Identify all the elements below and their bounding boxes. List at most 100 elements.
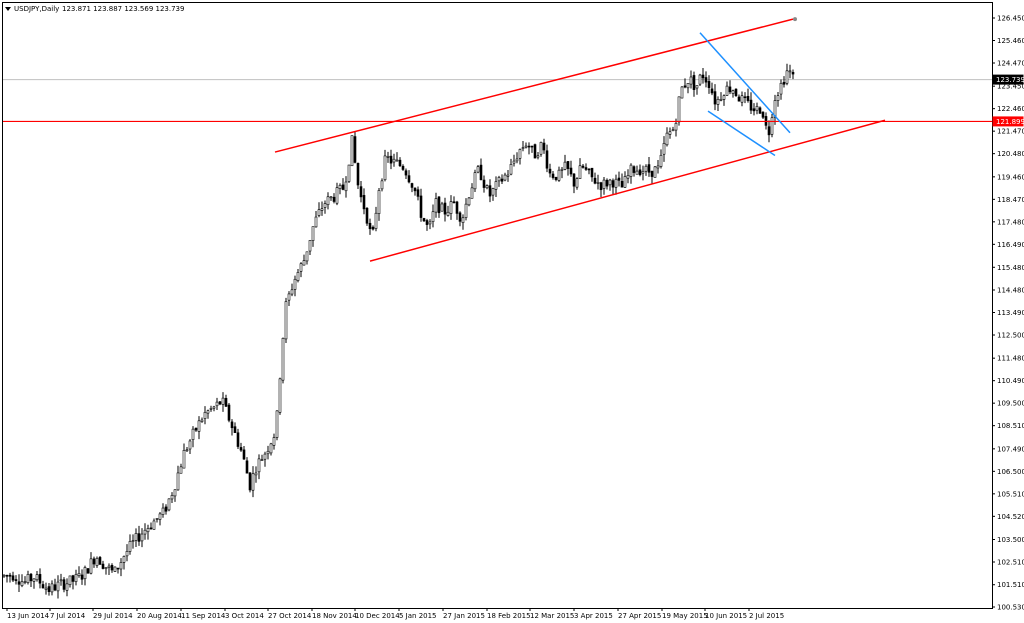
candle-body [614,178,618,188]
price-tick-label: 106.500 [997,468,1024,476]
candle-body [209,408,213,410]
candle-body [305,251,309,262]
candle-body [647,164,651,173]
candle-body [515,158,519,162]
candle-body [182,450,186,469]
candle-body [149,527,153,530]
candle-body [380,180,384,190]
candle-body [437,196,441,214]
symbol-dropdown-icon[interactable] [5,7,11,11]
candle-body [116,567,120,570]
candle-body [494,181,498,190]
candle-body [674,122,678,131]
price-tick-label: 124.470 [997,59,1024,67]
candle-body [464,203,468,218]
candle-body [734,88,738,96]
candle-body [578,165,582,179]
candle-body [287,293,291,301]
trendlines [3,17,992,262]
candle-body [512,160,516,164]
candle-body [500,178,504,182]
candle-body [257,458,261,473]
candle-body [20,581,24,586]
candle-body [725,85,729,96]
candle-body [179,466,183,474]
candle-body [68,575,72,585]
candle-body [632,166,636,173]
candle-body [386,156,390,158]
candle-body [524,145,528,148]
candle-body [536,155,540,158]
candle-body [428,221,432,225]
candle-body [569,167,573,175]
time-tick-label: 2 Jul 2015 [749,612,784,620]
price-tick-label: 122.460 [997,105,1024,113]
candle-body [383,155,387,181]
price-tick-label: 123.450 [997,83,1024,91]
candle-body [239,447,243,451]
price-tick-label: 112.500 [997,331,1024,339]
candle-body [38,574,42,584]
candle-body [275,410,279,438]
price-tick-label: 110.490 [997,377,1024,385]
candle-body [290,289,294,295]
candle-body [773,100,777,118]
candle-body [467,197,471,206]
candle-body [95,558,99,566]
time-tick-label: 27 Apr 2015 [618,612,661,620]
candle-body [443,202,447,215]
candle-body [371,226,375,230]
candle-body [410,183,414,188]
candle-body [506,174,510,177]
candle-body [398,159,402,167]
price-tick-label: 113.490 [997,309,1024,317]
candle-body [488,185,492,197]
price-tick-label: 102.510 [997,559,1024,567]
candle-body [50,583,54,593]
candle-body [56,581,60,592]
candle-body [788,70,792,73]
price-tick-label: 115.480 [997,264,1024,272]
candle-body [194,427,198,431]
candle-body [254,472,258,476]
time-axis: 13 Jun 2014 7 Jul 2014 29 Jul 2014 20 Aug 2… [6,608,784,620]
candle-body [197,420,201,432]
candle-body [737,96,741,102]
candle-body [203,412,207,419]
candle-body [659,154,663,167]
candle-body [272,437,276,446]
candle-body [653,166,657,178]
candle-body [338,185,342,189]
candle-body [191,428,195,440]
candle-body [221,397,225,405]
candle-body [62,579,66,590]
candle-body [170,495,174,500]
candle-body [278,378,282,413]
candle-body [47,586,51,592]
price-tick-label: 121.470 [997,128,1024,136]
candle-body [599,182,603,191]
candle-body [74,574,78,582]
candle-body [401,165,405,170]
candle-body [125,551,129,557]
time-tick-label: 18 Feb 2015 [487,612,531,620]
candle-body [665,132,669,146]
candlestick-series [2,63,795,599]
price-tick-label: 101.510 [997,581,1024,589]
candle-body [662,143,666,155]
trendline-wedge-upper [699,32,791,134]
time-tick-label: 27 Jan 2015 [443,612,485,620]
candle-body [269,443,273,454]
candle-body [539,142,543,155]
candle-body [242,449,246,460]
candle-body [281,337,285,381]
candle-body [362,195,366,210]
current-price-tag-label: 123.739 [996,76,1024,84]
candle-body [551,173,555,178]
candle-body [560,168,564,171]
candle-body [776,95,780,101]
candle-body [749,99,753,111]
price-tick-label: 104.520 [997,513,1024,521]
candle-body [284,301,288,340]
candle-body [26,574,30,583]
